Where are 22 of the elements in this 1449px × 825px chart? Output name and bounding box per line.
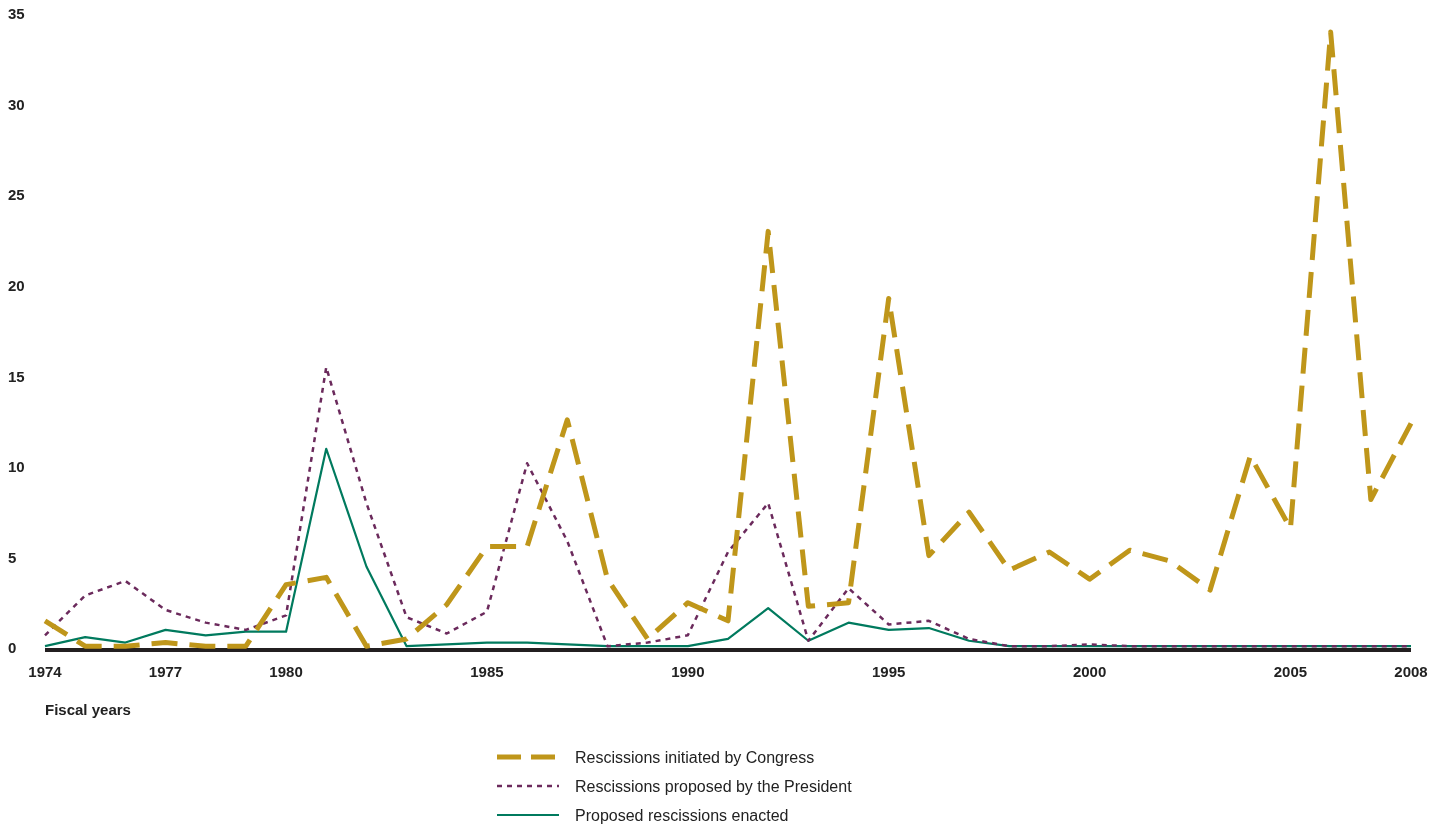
- legend-label: Rescissions proposed by the President: [575, 777, 853, 795]
- y-tick-label: 25: [8, 186, 25, 204]
- x-tick-label: 1985: [470, 663, 504, 680]
- x-tick-label: 1974: [28, 663, 63, 680]
- legend-label: Proposed rescissions enacted: [575, 806, 789, 824]
- x-axis-title: Fiscal years: [45, 701, 131, 718]
- y-tick-label: 30: [8, 95, 25, 113]
- legend-label: Rescissions initiated by Congress: [575, 748, 815, 766]
- y-tick-label: 20: [8, 276, 25, 294]
- x-tick-label: 2008: [1394, 663, 1428, 680]
- x-tick-label: 2005: [1273, 663, 1308, 680]
- x-tick-label: 1990: [671, 663, 705, 680]
- y-tick-label: 15: [8, 367, 25, 385]
- x-tick-label: 1977: [148, 663, 183, 680]
- line-series: [43, 447, 1413, 648]
- y-tick-label: 10: [8, 458, 25, 476]
- y-tick-label: 35: [8, 5, 25, 23]
- x-tick-label: 2000: [1072, 663, 1107, 680]
- y-tick-label: 5: [8, 548, 17, 566]
- x-tick-label: 1995: [872, 663, 906, 680]
- y-tick-label: 0: [8, 639, 17, 657]
- x-tick-label: 1980: [269, 663, 303, 680]
